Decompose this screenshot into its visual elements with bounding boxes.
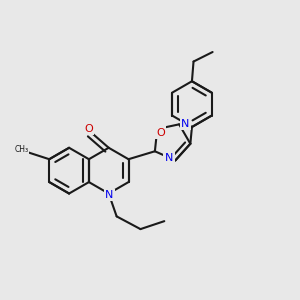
Text: N: N [165,153,173,163]
Text: CH₃: CH₃ [14,145,28,154]
Text: N: N [181,119,190,129]
Text: O: O [84,124,93,134]
Text: O: O [156,128,165,138]
Text: N: N [105,190,113,200]
